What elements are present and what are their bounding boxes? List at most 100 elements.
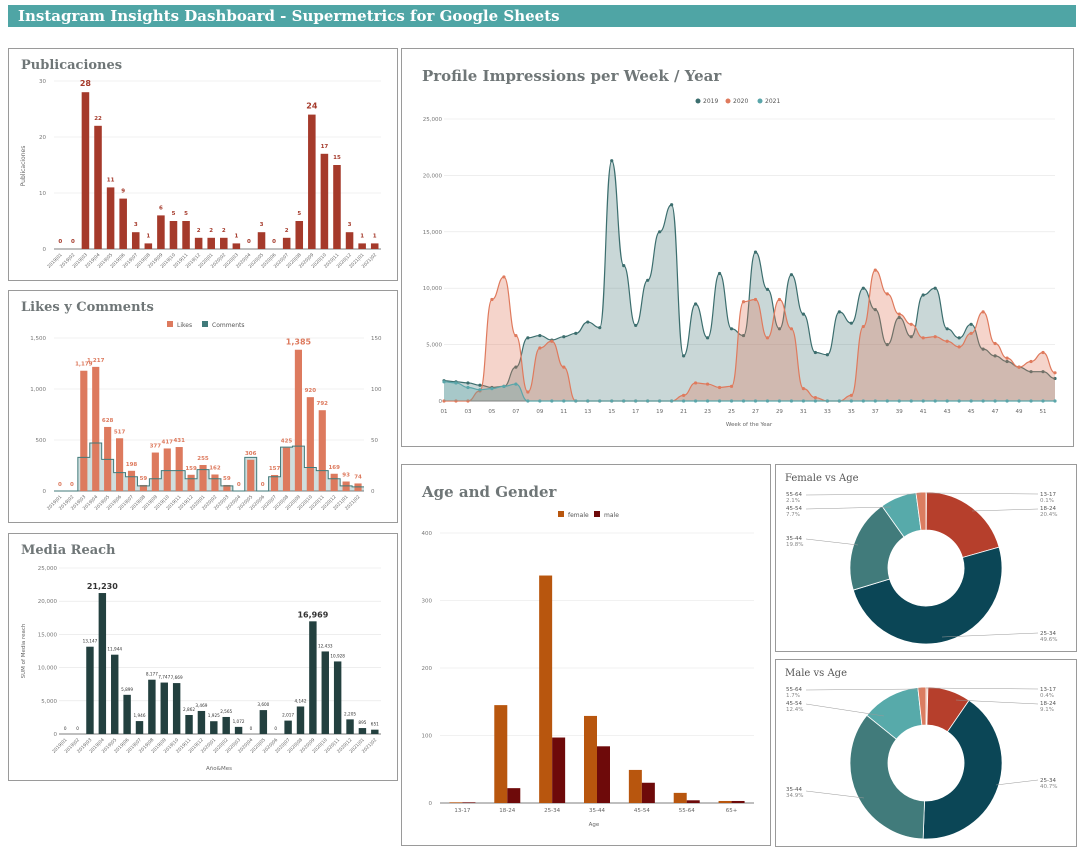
likes-data-label: 792 bbox=[317, 401, 329, 407]
x-tick-label: 21 bbox=[680, 409, 687, 415]
x-tick-label: 39 bbox=[896, 409, 903, 415]
publicaciones-chart-panel[interactable]: Publicaciones 0 10 20 30 Publicaciones 0 0 28 22… bbox=[8, 48, 398, 281]
x-tick-label: 43 bbox=[944, 409, 951, 415]
bar bbox=[295, 221, 304, 249]
female-bar bbox=[628, 769, 642, 803]
point-2019 bbox=[693, 302, 698, 306]
bar bbox=[284, 720, 292, 734]
x-tick-label: 37 bbox=[872, 409, 879, 415]
point-2019 bbox=[526, 336, 530, 340]
x-tick-label: 07 bbox=[512, 409, 519, 415]
male-vs-age-chart-panel[interactable]: Male vs Age 13-17 0.4% 18-24 9.1% 25-34 40.7%… bbox=[775, 659, 1077, 847]
point-2020 bbox=[717, 385, 722, 390]
publicaciones-chart-title: Publicaciones bbox=[21, 58, 123, 73]
legend-label-female: female bbox=[568, 512, 589, 519]
likes-bar bbox=[306, 397, 314, 491]
data-label: 2 bbox=[197, 228, 201, 234]
point-2021 bbox=[993, 399, 997, 403]
legend-label-2019: 2019 bbox=[703, 98, 718, 105]
point-2021 bbox=[610, 399, 614, 403]
point-2020 bbox=[466, 399, 470, 403]
point-2019 bbox=[514, 365, 518, 369]
bar bbox=[160, 682, 168, 734]
media-reach-chart: 0 5,000 10,000 15,000 20,000 25,000 SUM of Med… bbox=[21, 566, 381, 772]
point-2019 bbox=[466, 381, 470, 385]
point-2019 bbox=[993, 354, 997, 358]
likes-data-label: 417 bbox=[162, 439, 174, 445]
x-tick-label: 31 bbox=[800, 409, 807, 415]
y-tick-label: 500 bbox=[36, 438, 47, 444]
point-2019 bbox=[765, 287, 770, 291]
data-label: 2 bbox=[222, 228, 226, 234]
y-tick-label: 25,000 bbox=[423, 117, 443, 123]
likes-bar bbox=[175, 447, 183, 491]
point-2021 bbox=[514, 382, 518, 386]
point-2020 bbox=[693, 381, 698, 385]
data-label: 0 bbox=[64, 726, 67, 731]
point-2020 bbox=[1005, 356, 1009, 360]
data-label: 2,565 bbox=[220, 709, 232, 714]
media-reach-chart-panel[interactable]: Media Reach 0 5,000 10,000 15,000 20,000 25,0… bbox=[8, 533, 398, 781]
slice-percent-label: 40.7% bbox=[1040, 784, 1057, 790]
male-bar bbox=[731, 800, 745, 803]
likes-data-label: 425 bbox=[281, 439, 293, 445]
point-2019 bbox=[562, 335, 566, 339]
female-vs-age-chart-panel[interactable]: Female vs Age 13-17 0.1% 18-24 20.4% 25-34 49… bbox=[775, 464, 1077, 652]
data-label: 4,142 bbox=[295, 698, 307, 703]
y-tick-label: 100 bbox=[371, 387, 382, 393]
likes-comments-chart-panel[interactable]: Likes y Comments 0 500 1,000 1,500 0 50 100 150… bbox=[8, 290, 398, 523]
legend-swatch-comments bbox=[202, 321, 208, 327]
point-2019 bbox=[873, 308, 877, 312]
likes-bar bbox=[199, 464, 207, 491]
leader-line bbox=[805, 688, 922, 691]
point-2020 bbox=[682, 393, 686, 397]
point-2021 bbox=[981, 399, 985, 403]
data-label: 651 bbox=[371, 722, 379, 727]
point-2020 bbox=[741, 300, 746, 304]
data-label: 11,944 bbox=[107, 647, 122, 652]
point-2021 bbox=[586, 399, 590, 403]
bar bbox=[144, 243, 153, 249]
data-label: 0 bbox=[274, 726, 277, 731]
bar bbox=[370, 243, 379, 249]
leader-line bbox=[995, 779, 1039, 786]
comments-line bbox=[54, 442, 364, 492]
data-label: 0 bbox=[250, 726, 253, 731]
data-label: 5,899 bbox=[121, 687, 133, 692]
point-2021 bbox=[837, 399, 841, 403]
data-label: 17 bbox=[321, 144, 329, 150]
bar bbox=[207, 237, 215, 249]
point-2021 bbox=[777, 399, 782, 403]
point-2020 bbox=[1017, 365, 1021, 369]
female-bar bbox=[584, 715, 597, 803]
y-tick-label: 30 bbox=[39, 79, 46, 85]
point-2020 bbox=[1041, 350, 1045, 355]
data-label: 2,017 bbox=[282, 713, 294, 718]
likes-data-label: 0 bbox=[237, 482, 241, 488]
data-label: 28 bbox=[80, 79, 92, 88]
point-2020 bbox=[1029, 359, 1033, 364]
likes-data-label: 0 bbox=[70, 482, 74, 488]
x-tick-label: 13-17 bbox=[454, 808, 470, 814]
point-2020 bbox=[765, 336, 770, 340]
slice-percent-label: 19.8% bbox=[786, 542, 803, 548]
point-2021 bbox=[969, 399, 973, 403]
bar bbox=[172, 683, 181, 734]
x-tick-label: 23 bbox=[704, 409, 711, 415]
point-2021 bbox=[945, 399, 949, 403]
profile-impressions-chart-title: Profile Impressions per Week / Year bbox=[422, 67, 722, 85]
data-label: 2,205 bbox=[344, 711, 356, 716]
age-gender-chart-panel[interactable]: Age and Gender 0 100 200 300 400 female male 13… bbox=[401, 464, 771, 846]
bar bbox=[321, 651, 329, 734]
leader-line bbox=[805, 703, 885, 717]
x-tick-label: 17 bbox=[632, 409, 639, 415]
point-2019 bbox=[813, 350, 817, 355]
data-label: 0 bbox=[76, 726, 79, 731]
bar bbox=[194, 237, 203, 249]
profile-impressions-chart-panel[interactable]: Profile Impressions per Week / Year 0 5,0… bbox=[401, 48, 1074, 447]
point-2019 bbox=[801, 312, 806, 316]
point-2021 bbox=[1005, 399, 1009, 403]
bar bbox=[282, 237, 291, 249]
point-2019 bbox=[622, 264, 626, 268]
x-tick-label: 41 bbox=[920, 409, 927, 415]
